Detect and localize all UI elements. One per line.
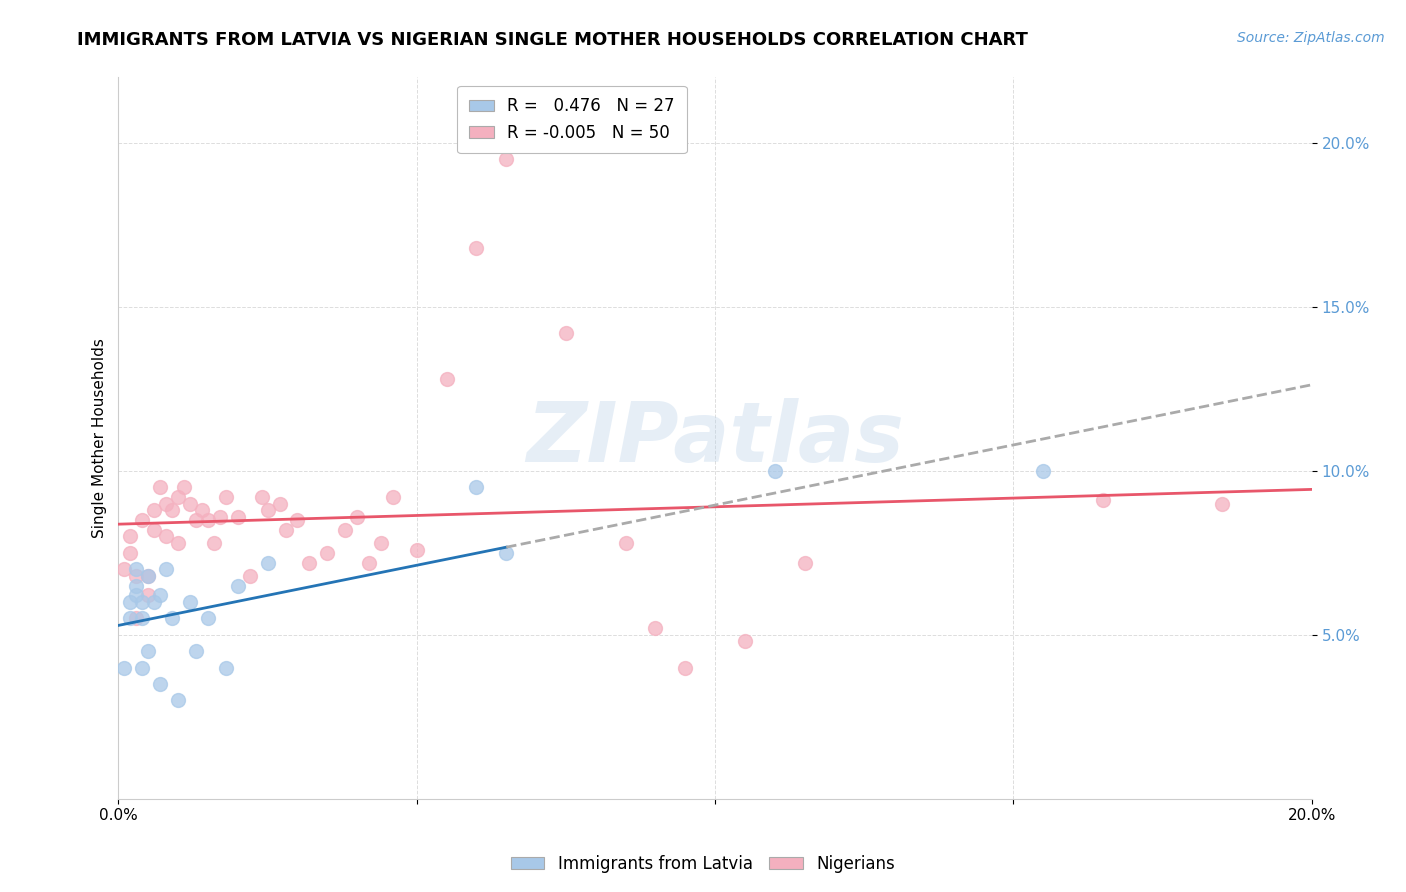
- Point: [215, 490, 238, 504]
- Point: [184, 513, 207, 527]
- Point: [256, 556, 278, 570]
- Point: [256, 503, 278, 517]
- Point: [167, 693, 190, 707]
- Point: [155, 529, 177, 543]
- Point: [143, 595, 166, 609]
- Point: [495, 153, 517, 167]
- Point: [555, 326, 578, 341]
- Point: [167, 536, 190, 550]
- Point: [250, 490, 273, 504]
- Point: [167, 490, 190, 504]
- Point: [149, 480, 172, 494]
- Point: [763, 464, 786, 478]
- Point: [269, 497, 291, 511]
- Point: [1211, 497, 1233, 511]
- Point: [1091, 493, 1114, 508]
- Point: [149, 589, 172, 603]
- Point: [346, 509, 368, 524]
- Point: [136, 644, 159, 658]
- Point: [131, 611, 153, 625]
- Point: [131, 660, 153, 674]
- Point: [120, 529, 142, 543]
- Point: [1032, 464, 1054, 478]
- Point: [673, 660, 696, 674]
- Point: [184, 644, 207, 658]
- Point: [298, 556, 321, 570]
- Point: [120, 611, 142, 625]
- Text: IMMIGRANTS FROM LATVIA VS NIGERIAN SINGLE MOTHER HOUSEHOLDS CORRELATION CHART: IMMIGRANTS FROM LATVIA VS NIGERIAN SINGL…: [77, 31, 1028, 49]
- Point: [208, 509, 231, 524]
- Point: [125, 562, 148, 576]
- Point: [120, 595, 142, 609]
- Point: [357, 556, 380, 570]
- Point: [125, 611, 148, 625]
- Legend: R =   0.476   N = 27, R = -0.005   N = 50: R = 0.476 N = 27, R = -0.005 N = 50: [457, 86, 686, 153]
- Point: [465, 241, 488, 255]
- Point: [226, 579, 249, 593]
- Point: [125, 579, 148, 593]
- Point: [495, 546, 517, 560]
- Point: [191, 503, 214, 517]
- Point: [226, 509, 249, 524]
- Point: [136, 569, 159, 583]
- Text: Source: ZipAtlas.com: Source: ZipAtlas.com: [1237, 31, 1385, 45]
- Point: [136, 569, 159, 583]
- Text: ZIPatlas: ZIPatlas: [526, 398, 904, 479]
- Point: [173, 480, 195, 494]
- Point: [316, 546, 339, 560]
- Point: [160, 503, 183, 517]
- Point: [112, 660, 135, 674]
- Point: [149, 677, 172, 691]
- Point: [143, 523, 166, 537]
- Point: [287, 513, 309, 527]
- Point: [335, 523, 357, 537]
- Point: [405, 542, 427, 557]
- Point: [215, 660, 238, 674]
- Point: [112, 562, 135, 576]
- Point: [179, 595, 201, 609]
- Y-axis label: Single Mother Households: Single Mother Households: [93, 338, 107, 538]
- Point: [465, 480, 488, 494]
- Point: [131, 595, 153, 609]
- Point: [274, 523, 297, 537]
- Point: [370, 536, 392, 550]
- Point: [202, 536, 225, 550]
- Point: [239, 569, 262, 583]
- Point: [381, 490, 404, 504]
- Point: [644, 621, 666, 635]
- Point: [436, 372, 458, 386]
- Point: [131, 513, 153, 527]
- Point: [125, 569, 148, 583]
- Point: [734, 634, 756, 648]
- Point: [155, 562, 177, 576]
- Point: [160, 611, 183, 625]
- Legend: Immigrants from Latvia, Nigerians: Immigrants from Latvia, Nigerians: [505, 848, 901, 880]
- Point: [143, 503, 166, 517]
- Point: [125, 589, 148, 603]
- Point: [120, 546, 142, 560]
- Point: [197, 513, 219, 527]
- Point: [197, 611, 219, 625]
- Point: [614, 536, 637, 550]
- Point: [155, 497, 177, 511]
- Point: [793, 556, 815, 570]
- Point: [179, 497, 201, 511]
- Point: [136, 589, 159, 603]
